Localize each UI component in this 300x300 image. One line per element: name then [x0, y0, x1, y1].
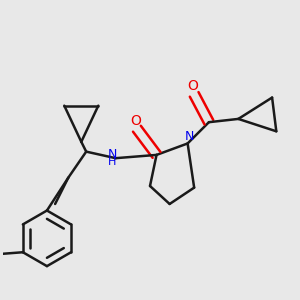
Text: N: N	[184, 130, 194, 143]
Text: O: O	[187, 79, 198, 93]
Text: H: H	[108, 158, 117, 167]
Text: N: N	[108, 148, 117, 161]
Text: O: O	[130, 114, 141, 128]
